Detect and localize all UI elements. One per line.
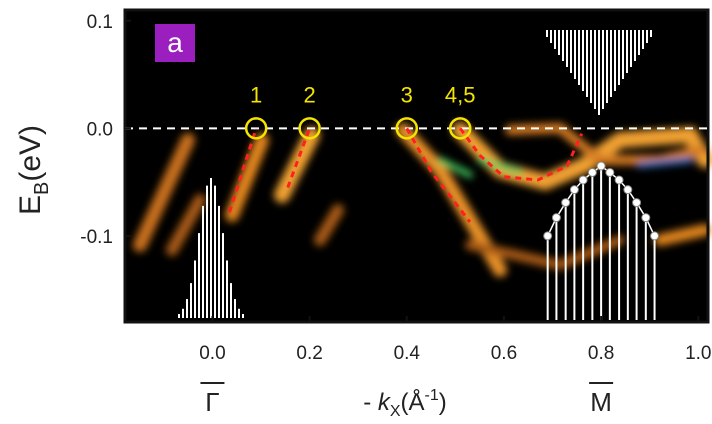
band-point [596,161,606,171]
plot-background [125,10,708,322]
crossing-marker [244,117,268,140]
y-tick-label: 0.1 [87,12,113,33]
crossing-label: 2 [303,82,315,107]
band-point [551,213,561,223]
crossing-marker [448,117,472,140]
band-point [605,167,615,177]
symmetry-label: M [590,387,612,417]
panel-label: a [167,27,183,58]
band-point [578,175,588,185]
band-point [641,213,651,223]
x-tick-label: 1.0 [685,343,711,364]
x-tick-label: 0.0 [199,343,225,364]
y-axis-label: EB(eV) [14,125,53,215]
y-label-unit: (eV) [14,125,47,182]
panel-label-box [155,24,195,62]
band-point [569,185,579,195]
band-point [650,231,660,241]
y-tick-label: 0.0 [87,119,113,140]
band-point [561,198,571,208]
x-tick-label: 0.2 [296,343,322,364]
dispersion-line [459,127,584,182]
crossing-label: 3 [401,82,413,107]
y-label-main: E [14,195,47,215]
x-tick-label: 0.4 [394,343,421,364]
band-point [614,175,624,185]
intensity-map [133,122,712,277]
edc-lines [178,30,656,320]
x-label-unit-close: ) [439,389,447,416]
x-axis-label: - kX(Å-1) [363,387,447,419]
band-point [623,185,633,195]
x-label-main: k [378,389,392,416]
crossing-label: 1 [250,82,262,107]
dispersion-line [228,127,258,213]
plot-frame [123,8,710,324]
band-point [632,198,642,208]
x-label-prefix: - [363,389,378,416]
x-tick-label: 0.6 [491,343,517,364]
x-label-unit: (Å [401,388,425,416]
x-tick-label: 0.8 [588,343,614,364]
band-point [543,231,553,241]
crossing-marker [298,117,321,140]
symmetry-label: Γ [205,387,219,417]
crossing-marker [395,117,419,140]
y-tick-label: -0.1 [80,227,113,248]
crossing-label: 4,5 [445,82,476,107]
dispersion-line [405,127,472,223]
band-point [587,167,597,177]
x-label-sup: -1 [425,387,439,404]
y-label-sub: B [31,182,53,195]
x-label-sub: X [390,403,401,419]
